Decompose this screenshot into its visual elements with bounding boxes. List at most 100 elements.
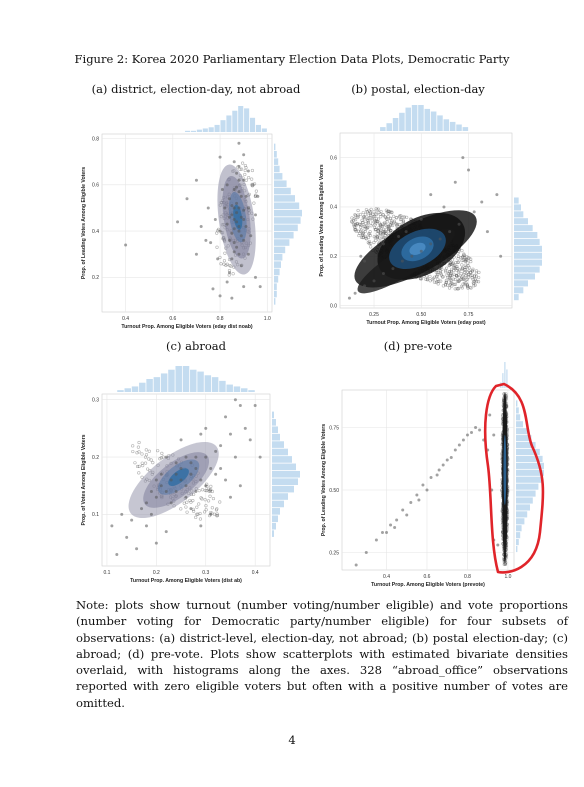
scatter-point [431,276,435,281]
y-tick-label: 0.4 [92,229,99,235]
scatter-point [447,276,451,280]
scatter-point [131,449,135,454]
scatter-point [448,274,452,278]
scatter-point [350,220,354,224]
x-tick-label: 0.3 [202,570,209,576]
scatter-point [452,282,456,287]
scatter-point [243,168,247,173]
histogram-bar-y [514,252,542,259]
scatter-point [464,274,468,278]
scatter-point [243,172,247,177]
histogram-bar-y [514,259,542,266]
scatter-point [363,284,367,288]
scatter-point [218,294,222,298]
scatter-point [464,258,469,262]
scatter-point [448,278,452,282]
scatter-point [381,222,385,226]
histogram-bar-x [208,127,214,132]
scatter-point [115,553,119,557]
scatter-point [378,227,382,231]
scatter-point [358,225,363,229]
scatter-point [472,274,476,278]
scatter-point [463,267,467,272]
scatter-point [471,267,475,271]
scatter-point [363,215,367,220]
scatter-point [365,210,370,214]
scatter-point [396,222,400,226]
scatter-point [363,259,367,263]
histogram-bar-x [232,110,238,132]
scatter-point [353,228,357,232]
scatter-point [477,270,481,275]
y-tick-label: 0.3 [92,398,99,404]
scatter-point [435,473,439,477]
histogram-bar-y [516,435,532,442]
scatter-point [359,228,364,232]
scatter-point [361,220,365,224]
scatter-point [385,531,389,534]
scatter-point [454,273,459,277]
scatter-point [462,253,466,257]
scatter-point [365,210,369,214]
scatter-point [209,488,213,492]
scatter-point [435,275,439,279]
scatter-point [373,228,377,232]
scatter-point [429,242,433,246]
scatter-point [204,504,208,508]
scatter-point [415,493,419,497]
scatter-point [449,269,453,273]
y-axis-label: Prop. of Votes Among Eligible Voters [81,434,87,525]
scatter-point [189,507,193,511]
scatter-point [381,235,386,240]
scatter-point [464,278,468,282]
histogram-bar-x [204,375,212,392]
scatter-point [460,266,464,271]
scatter-point [395,216,399,220]
histogram-bar-x [226,115,232,132]
scatter-point [374,212,378,216]
scatter-point [211,496,216,501]
scatter-point [444,280,449,284]
scatter-point [456,254,461,259]
scatter-point [439,279,443,283]
scatter-point [383,215,387,219]
scatter-point [230,296,234,300]
scatter-point [361,233,365,237]
scatter-point [232,187,236,191]
scatter-point [184,505,188,509]
scatter-point [434,280,438,285]
y-tick-label: 0.75 [329,425,339,431]
scatter-point [459,255,463,260]
scatter-point [386,225,391,229]
scatter-point [366,221,370,226]
scatter-point [179,467,183,471]
scatter-point [438,271,442,275]
scatter-point [460,277,464,282]
scatter-point [375,219,379,224]
scatter-point [159,456,163,460]
scatter-point [242,208,246,212]
scatter-point [224,415,228,419]
scatter-point [466,286,470,290]
scatter-point [456,287,460,291]
scatter-point [372,214,377,219]
scatter-point [463,270,467,274]
x-tick-label: 0.2 [153,570,160,576]
scatter-point [435,272,440,277]
scatter-point [444,278,448,283]
scatter-point [363,227,367,231]
scatter-point [502,562,506,566]
scatter-point [381,242,385,246]
scatter-point [461,255,465,259]
scatter-point [448,262,453,266]
scatter-point [400,259,404,263]
scatter-point [361,221,365,225]
panel-c-caption: (c) abroad [166,339,226,353]
scatter-point [463,281,467,285]
histogram-bar-x [255,124,261,132]
scatter-point [246,252,250,256]
histogram-bar-x [424,108,431,131]
scatter-point [439,273,443,277]
scatter-point [429,193,433,197]
scatter-point [374,213,378,217]
